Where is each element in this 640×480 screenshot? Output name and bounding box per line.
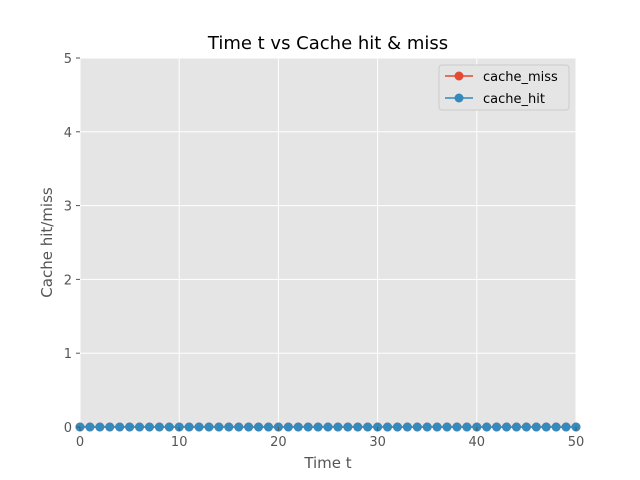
y-tick-label: 2: [64, 273, 72, 288]
data-point: [482, 422, 492, 432]
data-point: [333, 422, 343, 432]
data-point: [303, 422, 313, 432]
data-point: [144, 422, 154, 432]
data-point: [502, 422, 512, 432]
data-point: [105, 422, 115, 432]
data-point: [432, 422, 442, 432]
data-point: [363, 422, 373, 432]
data-point: [184, 422, 194, 432]
series-layer: [75, 422, 581, 432]
y-tick-label: 3: [64, 200, 72, 215]
x-axis-label: Time t: [303, 454, 351, 472]
data-point: [541, 422, 551, 432]
legend-marker-cache-miss: [454, 71, 464, 81]
data-point: [115, 422, 125, 432]
data-point: [402, 422, 412, 432]
data-point: [521, 422, 531, 432]
data-point: [551, 422, 561, 432]
x-tick-label: 40: [469, 435, 486, 450]
data-point: [442, 422, 452, 432]
data-point: [353, 422, 363, 432]
data-point: [204, 422, 214, 432]
data-point: [531, 422, 541, 432]
data-point: [383, 422, 393, 432]
data-point: [293, 422, 303, 432]
x-tick-label: 20: [270, 435, 287, 450]
data-point: [95, 422, 105, 432]
data-point: [343, 422, 353, 432]
data-point: [263, 422, 273, 432]
data-point: [283, 422, 293, 432]
data-point: [125, 422, 135, 432]
data-point: [323, 422, 333, 432]
data-point: [135, 422, 145, 432]
data-point: [154, 422, 164, 432]
data-point: [412, 422, 422, 432]
data-point: [234, 422, 244, 432]
legend-label-cache-hit: cache_hit: [483, 92, 545, 107]
y-tick-label: 5: [64, 52, 72, 67]
data-point: [392, 422, 402, 432]
data-point: [511, 422, 521, 432]
x-tick-label: 0: [76, 435, 84, 450]
series-cache-hit: [75, 422, 581, 432]
data-point: [561, 422, 571, 432]
x-tick-label: 10: [171, 435, 188, 450]
x-tick-label: 50: [568, 435, 585, 450]
data-point: [313, 422, 323, 432]
legend-label-cache-miss: cache_miss: [483, 70, 558, 85]
y-axis-ticks: 0 1 2 3 4 5: [64, 52, 80, 436]
data-point: [244, 422, 254, 432]
y-tick-label: 4: [64, 126, 72, 141]
data-point: [422, 422, 432, 432]
chart-title: Time t vs Cache hit & miss: [207, 33, 448, 54]
data-point: [254, 422, 264, 432]
y-tick-label: 0: [64, 421, 72, 436]
x-tick-label: 30: [369, 435, 386, 450]
y-axis-label: Cache hit/miss: [38, 187, 56, 298]
data-point: [164, 422, 174, 432]
legend: cache_miss cache_hit: [438, 64, 570, 111]
data-point: [462, 422, 472, 432]
plot-background: [80, 58, 576, 427]
data-point: [214, 422, 224, 432]
x-axis-ticks: 0 10 20 30 40 50: [76, 427, 584, 450]
data-point: [224, 422, 234, 432]
legend-marker-cache-hit: [454, 93, 464, 103]
data-point: [452, 422, 462, 432]
data-point: [492, 422, 502, 432]
data-point: [85, 422, 95, 432]
y-tick-label: 1: [64, 347, 72, 362]
data-point: [194, 422, 204, 432]
